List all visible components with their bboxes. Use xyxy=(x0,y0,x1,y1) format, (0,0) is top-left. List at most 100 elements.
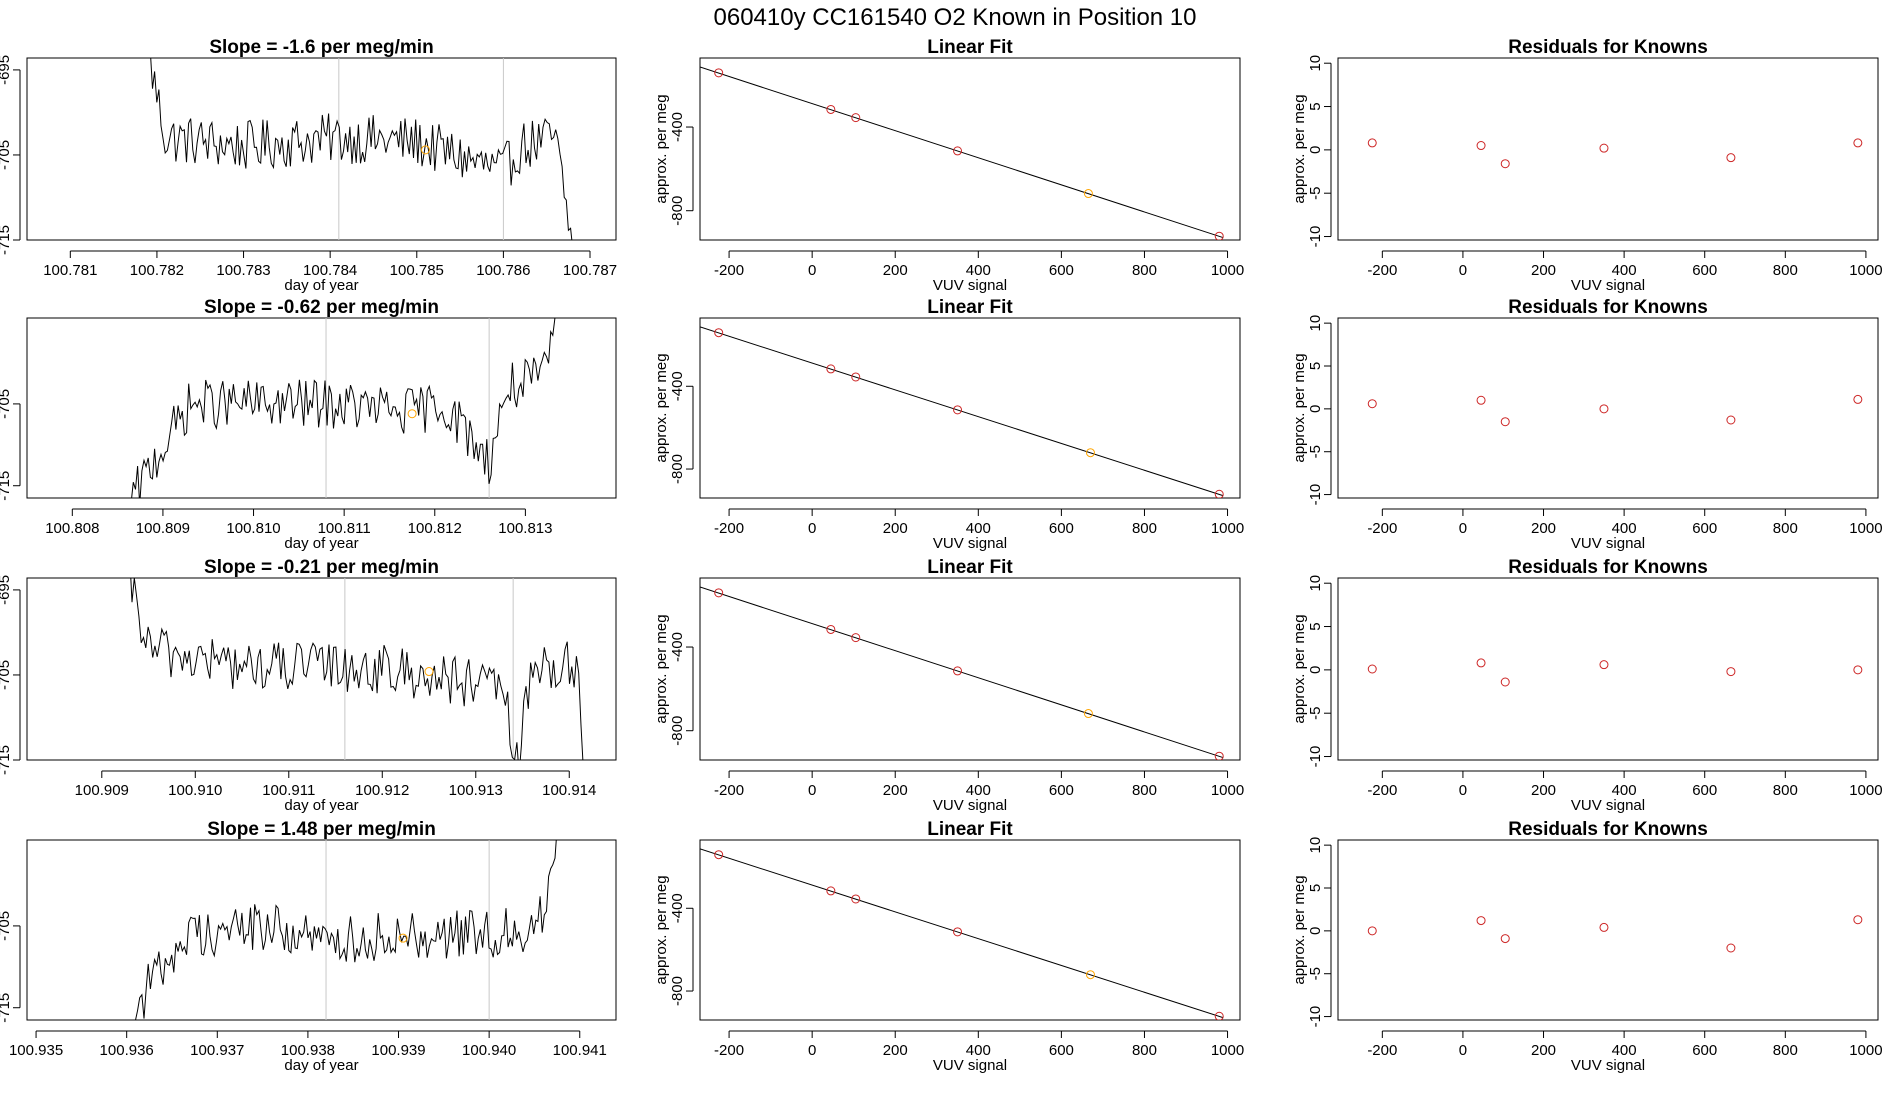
data-point xyxy=(1853,915,1863,925)
x-tick-label: 800 xyxy=(1773,262,1798,279)
x-tick-label: 100.941 xyxy=(553,1042,607,1059)
y-tick-label: 5 xyxy=(1307,362,1324,370)
x-tick-label: 100.937 xyxy=(190,1042,244,1059)
y-axis-label: approx. per meg xyxy=(653,94,670,203)
data-point xyxy=(1853,394,1863,404)
x-tick-label: 100.786 xyxy=(476,262,530,279)
data-point xyxy=(1500,934,1510,944)
plot-area xyxy=(1367,394,1863,427)
data-point xyxy=(851,894,861,904)
data-point xyxy=(398,933,408,943)
x-tick-label: 100.909 xyxy=(75,782,129,799)
data-point xyxy=(1367,138,1377,148)
x-tick-label: 100.940 xyxy=(462,1042,516,1059)
x-tick-label: -200 xyxy=(1367,782,1397,799)
x-tick-label: 400 xyxy=(1612,782,1637,799)
x-tick-label: 800 xyxy=(1132,262,1157,279)
data-point xyxy=(1083,709,1093,719)
data-point xyxy=(1367,926,1377,936)
data-point xyxy=(1726,415,1736,425)
x-tick-label: 100.784 xyxy=(303,262,357,279)
x-tick-label: 800 xyxy=(1773,782,1798,799)
x-axis-label: VUV signal xyxy=(933,535,1007,552)
x-tick-label: -200 xyxy=(1367,1042,1397,1059)
x-axis-label: VUV signal xyxy=(933,277,1007,294)
data-point xyxy=(953,927,963,937)
x-tick-label: 400 xyxy=(1612,262,1637,279)
x-tick-label: 100.782 xyxy=(130,262,184,279)
y-axis-label: approx. per meg xyxy=(653,353,670,462)
x-tick-label: 100.914 xyxy=(542,782,596,799)
panel-title: Linear Fit xyxy=(927,557,1013,578)
y-axis-label: approx. per meg xyxy=(1291,614,1308,723)
x-axis-label: day of year xyxy=(284,1057,358,1074)
y-tick-label: -705 xyxy=(0,911,13,941)
x-axis-label: VUV signal xyxy=(1571,1057,1645,1074)
x-tick-label: 400 xyxy=(966,782,991,799)
y-tick-label: 0 xyxy=(1307,146,1324,154)
plot-area xyxy=(700,66,1224,240)
x-axis-label: VUV signal xyxy=(1571,797,1645,814)
x-tick-label: 100.938 xyxy=(281,1042,335,1059)
x-tick-label: 100.935 xyxy=(9,1042,63,1059)
y-tick-label: 10 xyxy=(1307,575,1324,592)
y-tick-label: -715 xyxy=(0,471,13,501)
y-tick-label: -715 xyxy=(0,225,13,255)
x-tick-label: 400 xyxy=(966,262,991,279)
y-tick-label: -695 xyxy=(0,55,13,85)
data-point xyxy=(851,633,861,643)
data-point xyxy=(1853,138,1863,148)
x-tick-label: 200 xyxy=(1531,1042,1556,1059)
x-tick-label: 600 xyxy=(1692,782,1717,799)
y-tick-label: -5 xyxy=(1307,707,1324,720)
x-tick-label: 1000 xyxy=(1211,262,1244,279)
x-axis-label: day of year xyxy=(284,535,358,552)
y-tick-label: -705 xyxy=(0,660,13,690)
x-axis-label: VUV signal xyxy=(933,797,1007,814)
plot-frame xyxy=(26,57,617,241)
y-tick-label: 5 xyxy=(1307,884,1324,892)
x-tick-label: 200 xyxy=(883,1042,908,1059)
x-tick-label: 800 xyxy=(1132,1042,1157,1059)
plot-frame xyxy=(1337,57,1879,241)
x-tick-label: 200 xyxy=(883,262,908,279)
data-point xyxy=(1500,417,1510,427)
y-tick-label: 10 xyxy=(1307,315,1324,332)
data-point xyxy=(714,588,724,598)
data-point xyxy=(714,328,724,338)
panel-resid-1: Residuals for Knowns-200 0 200 400 600 800 100… xyxy=(1291,37,1883,294)
plot-frame xyxy=(699,577,1241,761)
panel-drift-2: Slope = -0.62 per meg/min 100.808 100.809 1… xyxy=(0,297,617,552)
data-point xyxy=(826,104,836,114)
x-tick-label: -200 xyxy=(714,262,744,279)
y-tick-label: -800 xyxy=(669,716,686,746)
x-tick-label: 100.813 xyxy=(498,520,552,537)
data-point xyxy=(714,850,724,860)
panel-title: Linear Fit xyxy=(927,37,1013,58)
x-tick-label: -200 xyxy=(714,520,744,537)
x-tick-label: 600 xyxy=(1049,520,1074,537)
x-axis-label: day of year xyxy=(284,277,358,294)
x-tick-label: 600 xyxy=(1049,262,1074,279)
y-tick-label: 10 xyxy=(1307,55,1324,72)
x-tick-label: 0 xyxy=(808,262,816,279)
data-point xyxy=(1500,159,1510,169)
x-tick-label: -200 xyxy=(714,1042,744,1059)
data-point xyxy=(1726,667,1736,677)
y-axis-label: approx. per meg xyxy=(653,614,670,723)
x-tick-label: 1000 xyxy=(1849,520,1882,537)
plot-area xyxy=(1367,915,1863,953)
panel-title: Residuals for Knowns xyxy=(1508,37,1708,58)
x-tick-label: 800 xyxy=(1132,782,1157,799)
y-tick-label: 5 xyxy=(1307,102,1324,110)
x-tick-label: 0 xyxy=(808,520,816,537)
plot-area xyxy=(150,58,573,240)
x-tick-label: 600 xyxy=(1692,1042,1717,1059)
data-point xyxy=(1599,660,1609,670)
panel-fit-3: Linear Fit -200 0 200 400 600 800 1000 VUV signa… xyxy=(653,557,1244,814)
data-point xyxy=(714,68,724,78)
data-point xyxy=(953,146,963,156)
plot-area xyxy=(700,586,1224,760)
x-tick-label: 1000 xyxy=(1849,262,1882,279)
